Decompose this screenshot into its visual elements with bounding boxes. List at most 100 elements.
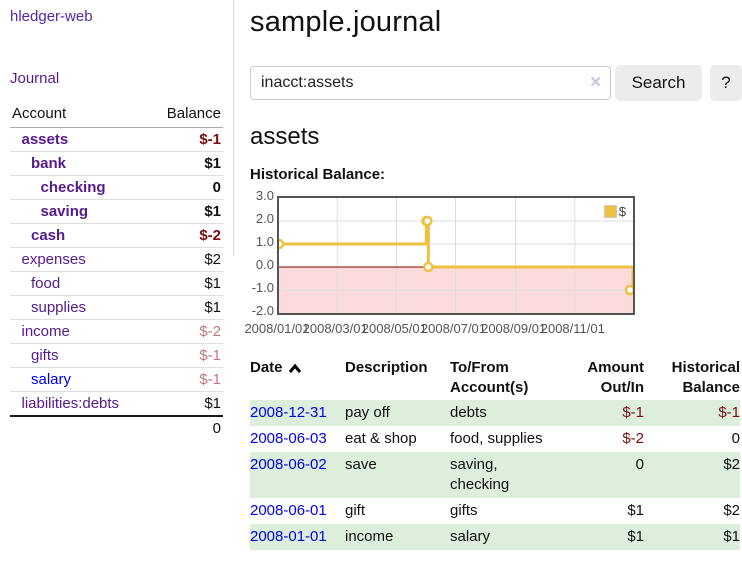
account-row: assets $-1 [10, 128, 223, 152]
legend-label: $ [618, 204, 626, 219]
transaction-date-link[interactable]: 2008-01-01 [250, 528, 327, 545]
account-balance: $1 [149, 295, 223, 320]
account-row: income $-2 [10, 319, 223, 344]
transaction-row: 2008-06-02 save saving, checking 0 $2 [250, 452, 740, 498]
legend-swatch-icon [603, 205, 617, 218]
sidebar-account-link[interactable]: expenses [21, 251, 86, 268]
y-tick-label: -1.0 [251, 280, 274, 295]
section-title: assets [250, 123, 320, 150]
transaction-balance: $2 [644, 452, 740, 498]
sidebar-account-link[interactable]: bank [31, 155, 67, 172]
sidebar-account-link[interactable]: checking [40, 179, 106, 196]
sidebar-account-link[interactable]: income [21, 323, 70, 340]
register-header-balance: Historical Balance [671, 359, 740, 396]
account-balance: $1 [149, 391, 223, 416]
account-row: supplies $1 [10, 295, 223, 320]
account-balance: $2 [149, 247, 223, 272]
x-tick-label: 2008/07/01 [420, 321, 487, 336]
account-balance: $-2 [149, 223, 223, 248]
account-balance: $-1 [149, 367, 223, 392]
transaction-description: income [345, 524, 450, 550]
transaction-description: eat & shop [345, 430, 417, 447]
sidebar-item-journal[interactable]: Journal [10, 70, 60, 87]
sidebar-divider [233, 0, 234, 256]
sidebar-account-link[interactable]: food [31, 275, 61, 292]
transaction-balance: 0 [731, 430, 740, 447]
account-balance: $1 [149, 199, 223, 224]
sidebar-account-link[interactable]: liabilities:debts [21, 395, 120, 412]
account-row: food $1 [10, 271, 223, 296]
y-tick-label: 1.0 [255, 234, 274, 249]
transaction-amount: 0 [559, 452, 644, 498]
accounts-total-value: 0 [149, 415, 223, 440]
transaction-amount: $-1 [559, 400, 644, 426]
sidebar-account-link[interactable]: supplies [31, 299, 87, 316]
y-tick-label: 0.0 [255, 257, 274, 272]
transaction-balance: $2 [723, 502, 740, 519]
search-input[interactable] [250, 66, 611, 100]
account-balance: $-2 [149, 319, 223, 344]
sidebar-account-link[interactable]: salary [31, 371, 72, 388]
transaction-accounts: saving, checking [450, 452, 559, 498]
help-button[interactable]: ? [710, 65, 742, 101]
transaction-balance: $1 [644, 524, 740, 550]
transaction-description: gift [345, 502, 366, 519]
account-row: liabilities:debts $1 [10, 391, 223, 416]
page-title: sample.journal [250, 6, 442, 38]
transaction-accounts: debts [450, 400, 559, 426]
register-header-tofrom: To/From Account(s) [450, 359, 529, 396]
main-content: sample.journal ✕ Search ? assets Histori… [244, 0, 742, 550]
register-header-description: Description [345, 359, 428, 376]
transaction-balance: $-1 [644, 400, 740, 426]
account-row: cash $-2 [10, 223, 223, 248]
transaction-date-link[interactable]: 2008-06-01 [250, 502, 327, 519]
transaction-amount: $1 [627, 502, 644, 519]
account-row: bank $1 [10, 151, 223, 176]
account-row: salary $-1 [10, 367, 223, 392]
transaction-date-link[interactable]: 2008-12-31 [250, 404, 327, 421]
transaction-description: save [345, 452, 450, 498]
sort-ascending-icon [288, 363, 301, 373]
account-balance: $1 [149, 271, 223, 296]
transaction-date-link[interactable]: 2008-06-03 [250, 430, 327, 447]
transaction-date-link[interactable]: 2008-06-02 [250, 456, 327, 473]
register-table: Date Description To/From Account(s) Amoun… [250, 356, 740, 550]
transaction-accounts: gifts [450, 502, 478, 519]
register-header-amount: Amount Out/In [587, 359, 644, 396]
y-tick-label: 2.0 [255, 211, 274, 226]
account-row: saving $1 [10, 199, 223, 224]
x-tick-label: 2008/11/01 [540, 321, 605, 336]
sidebar-account-link[interactable]: gifts [31, 347, 59, 364]
app-title-link[interactable]: hledger-web [10, 8, 93, 25]
transaction-row: 2008-01-01 income salary $1 $1 [250, 524, 740, 550]
transaction-description: pay off [345, 400, 450, 426]
search-button[interactable]: Search [615, 65, 702, 101]
historical-balance-chart: 3.0 2.0 1.0 0.0 -1.0 -2.0 $ 2008/01/01 2008/03… [244, 188, 742, 337]
account-balance: $-1 [199, 131, 221, 148]
transaction-amount: $1 [559, 524, 644, 550]
sidebar-account-link[interactable]: saving [40, 203, 89, 220]
register-header-date[interactable]: Date [250, 359, 283, 376]
sidebar: hledger-web Journal Account Balance asse… [0, 0, 226, 440]
account-balance: 0 [149, 175, 223, 200]
sidebar-account-link[interactable]: cash [31, 227, 66, 244]
chart-canvas [279, 198, 633, 313]
transaction-row: 2008-06-01 gift gifts $1 $2 [250, 498, 740, 524]
transaction-row: 2008-12-31 pay off debts $-1 $-1 [250, 400, 740, 426]
accounts-total-row: 0 [10, 415, 223, 440]
account-balance: $1 [149, 151, 223, 176]
account-balance: $-1 [149, 343, 223, 368]
chart-plot-area: $ [277, 196, 635, 315]
x-tick-label: 2008/01/01 [244, 321, 310, 336]
sidebar-account-link[interactable]: assets [21, 131, 69, 148]
accounts-header-balance: Balance [149, 102, 223, 128]
account-row: gifts $-1 [10, 343, 223, 368]
chart-legend: $ [603, 204, 626, 219]
y-tick-label: 3.0 [255, 188, 274, 203]
account-row: checking 0 [10, 175, 223, 200]
search-form: ✕ Search ? [250, 65, 742, 101]
clear-search-icon[interactable]: ✕ [589, 74, 602, 91]
accounts-header-account: Account [10, 102, 150, 128]
transaction-row: 2008-06-03 eat & shop food, supplies $-2 0 [250, 426, 740, 452]
transaction-amount: $-2 [622, 430, 644, 447]
